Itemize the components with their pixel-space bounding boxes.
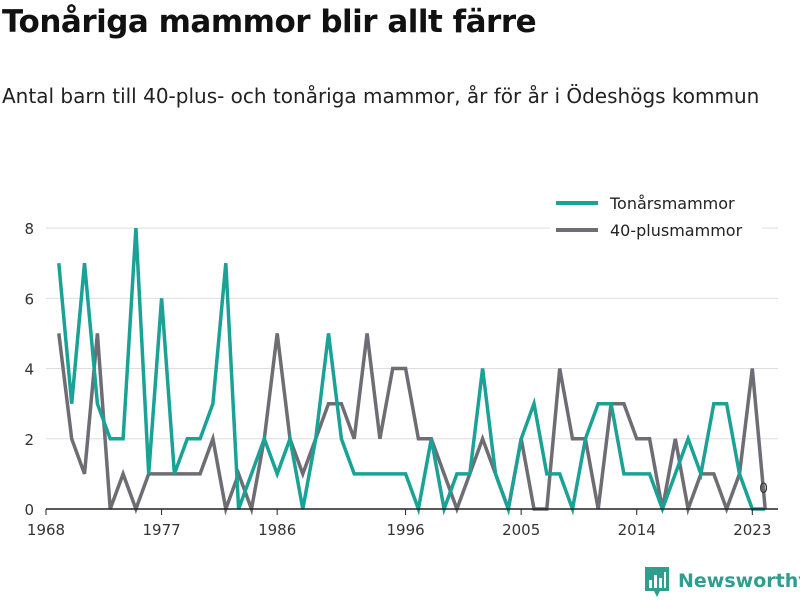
axes: 0 2 4 6 8 1968 1977 1986 1996 2005 2014 2023 [24, 220, 778, 539]
y-tick-label: 8 [24, 220, 34, 238]
line-chart: 0 0 2 4 6 8 1968 1977 1986 1996 2005 2014 2023 Tonå… [24, 190, 778, 539]
legend: Tonårsmammor 40-plusmammor [550, 190, 762, 244]
brand-name: Newsworthy [678, 570, 800, 592]
newsworthy-logo: Newsworthy [644, 566, 800, 600]
legend-background [550, 190, 762, 244]
series-lines: 0 [57, 227, 768, 516]
y-tick-label: 0 [24, 501, 34, 519]
legend-label: Tonårsmammor [609, 194, 735, 213]
y-tick-label: 2 [24, 431, 34, 449]
bar-chart-icon [645, 567, 669, 597]
x-tick-label: 2005 [502, 521, 540, 539]
y-tick-label: 6 [24, 290, 34, 308]
x-tick-label: 2023 [733, 521, 771, 539]
series-line [57, 333, 767, 516]
chart-subtitle: Antal barn till 40-plus- och tonåriga ma… [2, 84, 760, 108]
x-tick-label: 1968 [27, 521, 65, 539]
y-tick-label: 4 [24, 361, 34, 379]
series-line [57, 227, 766, 516]
x-tick-label: 1977 [142, 521, 180, 539]
end-value-label: 0 [759, 481, 768, 497]
x-tick-label: 2014 [618, 521, 656, 539]
chart-title: Tonåriga mammor blir allt färre [2, 4, 537, 40]
legend-label: 40-plusmammor [610, 221, 743, 240]
x-tick-label: 1996 [386, 521, 424, 539]
x-tick-label: 1986 [258, 521, 296, 539]
